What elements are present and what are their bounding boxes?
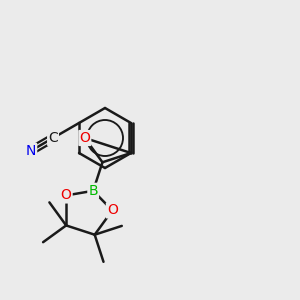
Text: B: B xyxy=(88,184,98,198)
Text: O: O xyxy=(107,203,118,218)
Text: C: C xyxy=(48,131,58,145)
Text: O: O xyxy=(80,131,90,145)
Text: O: O xyxy=(61,188,72,203)
Text: N: N xyxy=(26,144,36,158)
